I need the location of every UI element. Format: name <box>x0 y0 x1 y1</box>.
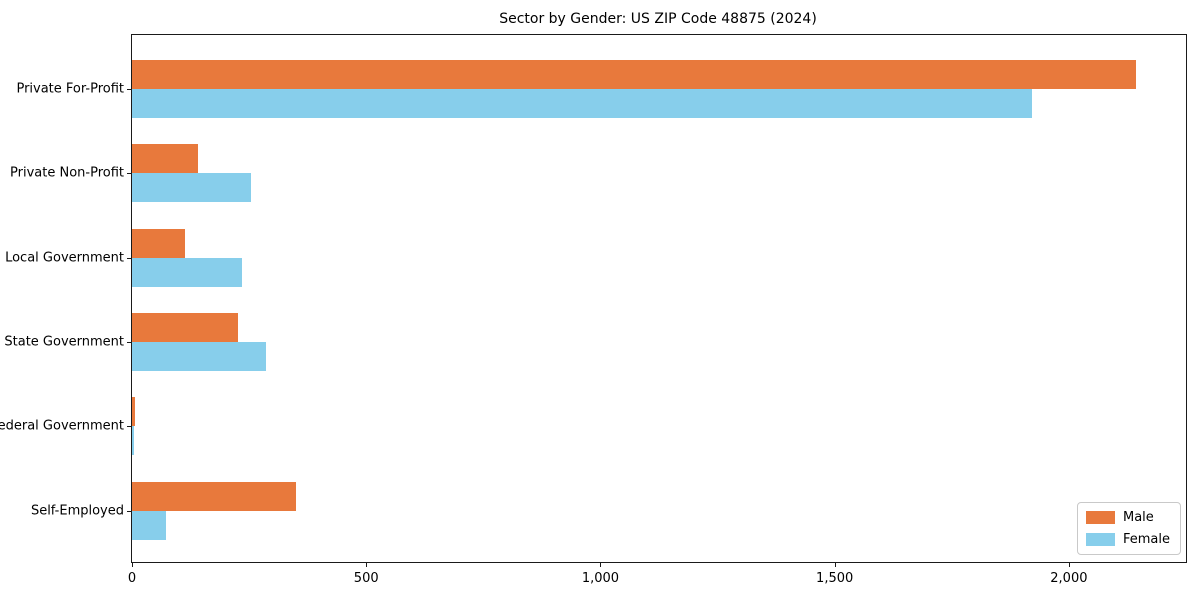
y-tick-mark <box>127 89 131 90</box>
legend-item-female: Female <box>1085 532 1170 547</box>
bar-female-2 <box>132 173 251 203</box>
bar-male-2 <box>132 144 198 174</box>
x-tick-mark <box>600 563 602 567</box>
y-category-label: Self-Employed <box>30 503 124 518</box>
chart-title: Sector by Gender: US ZIP Code 48875 (202… <box>499 11 817 27</box>
x-tick-mark <box>1068 563 1070 567</box>
plot-area: Male Female Private For-Profit Private No… <box>0 34 1187 586</box>
bar-female-4 <box>132 341 266 371</box>
bar-female-6 <box>132 510 167 540</box>
y-category-label: Local Government <box>5 250 124 266</box>
x-tick-label: 0 <box>127 571 137 586</box>
y-tick-mark <box>127 341 131 343</box>
y-category-label: State Government <box>4 334 124 350</box>
bar-male-3 <box>132 228 186 258</box>
x-tick-mark <box>834 563 836 567</box>
x-tick-label: 2,000 <box>1050 571 1088 586</box>
y-category-label: Federal Government <box>0 418 124 434</box>
x-tick-mark <box>366 563 368 567</box>
bar-male-5 <box>132 397 135 427</box>
y-tick-mark <box>127 173 131 175</box>
x-tick-label: 500 <box>353 571 379 586</box>
y-tick-mark <box>127 510 131 512</box>
x-tick-label: 1,500 <box>816 571 854 586</box>
x-tick-mark <box>132 563 133 567</box>
y-category-label: Private For-Profit <box>16 81 124 97</box>
male-color-swatch <box>1085 511 1115 524</box>
y-tick-mark <box>127 426 131 428</box>
bar-female-5 <box>132 426 134 456</box>
bar-male-1 <box>132 60 1137 89</box>
legend-label-female: Female <box>1122 532 1170 547</box>
bar-female-3 <box>132 257 243 287</box>
y-tick-mark <box>127 257 131 259</box>
x-tick-label: 1,000 <box>581 571 620 586</box>
legend: Male Female <box>1076 502 1181 555</box>
legend-label-male: Male <box>1122 510 1154 525</box>
legend-item-male: Male <box>1085 510 1170 525</box>
bar-male-6 <box>132 481 297 511</box>
bar-female-1 <box>132 89 1032 118</box>
bar-male-4 <box>132 312 238 342</box>
female-color-swatch <box>1085 533 1115 546</box>
y-category-label: Private Non-Profit <box>10 165 124 181</box>
